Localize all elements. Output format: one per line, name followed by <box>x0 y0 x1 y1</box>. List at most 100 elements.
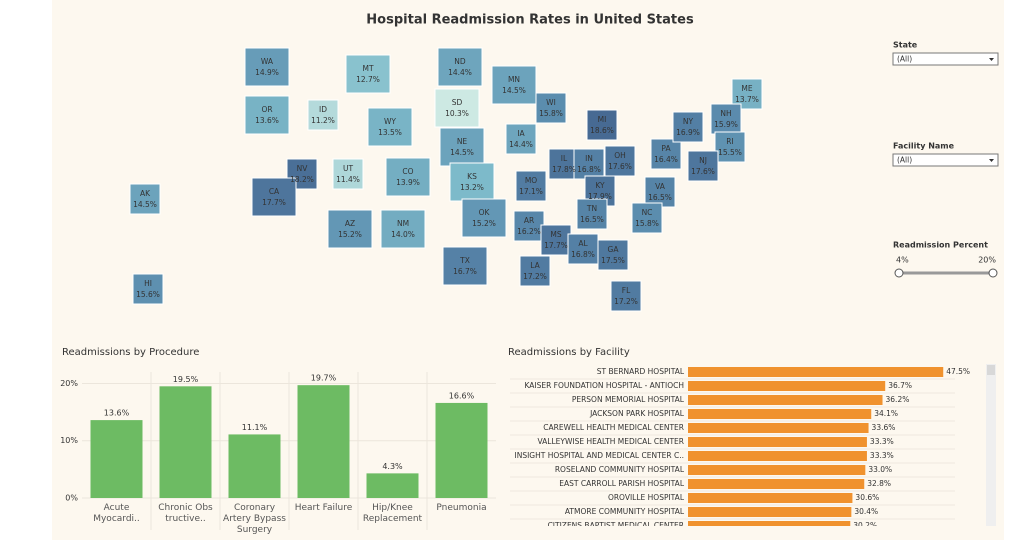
state[interactable] <box>491 65 537 105</box>
state[interactable] <box>644 176 676 208</box>
y-tick-label: ATMORE COMMUNITY HOSPITAL <box>565 507 685 516</box>
state-value: 13.5% <box>378 128 402 137</box>
state[interactable] <box>515 170 547 202</box>
state[interactable] <box>513 210 545 242</box>
state[interactable] <box>597 239 629 271</box>
state-name: ND <box>454 57 466 66</box>
bar <box>90 420 143 498</box>
state-name: TX <box>459 256 470 265</box>
bar-value-label: 33.0% <box>868 465 892 474</box>
state-name: NC <box>642 208 653 217</box>
state[interactable] <box>586 109 618 141</box>
state-value: 16.5% <box>580 215 604 224</box>
state-name: KS <box>467 172 477 181</box>
state-value: 14.5% <box>450 148 474 157</box>
state-name: MO <box>525 176 537 185</box>
state-name: FL <box>622 286 631 295</box>
state[interactable] <box>132 273 164 305</box>
bar <box>366 473 419 498</box>
y-tick-label: INSIGHT HOSPITAL AND MEDICAL CENTER C.. <box>515 451 684 460</box>
state[interactable] <box>631 202 663 234</box>
state[interactable] <box>439 127 485 167</box>
slider-handle[interactable] <box>988 268 998 278</box>
bar <box>688 507 852 517</box>
state[interactable] <box>535 92 567 124</box>
bar-value-label: 4.3% <box>382 462 403 471</box>
state-value: 16.5% <box>648 193 672 202</box>
state-value: 11.2% <box>311 116 335 125</box>
state[interactable] <box>540 224 572 256</box>
x-tick-label: Chronic Obs tructive.. <box>158 503 213 524</box>
state-name: NJ <box>699 156 707 165</box>
state[interactable] <box>519 255 551 287</box>
dropdown-arrow <box>989 159 994 162</box>
state[interactable] <box>251 177 297 217</box>
state-value: 17.2% <box>523 272 547 281</box>
dropdown[interactable] <box>892 52 999 66</box>
slider-min: 4% <box>896 256 909 265</box>
state[interactable] <box>687 150 719 182</box>
state-name: IA <box>517 129 525 138</box>
state-name: IN <box>585 154 593 163</box>
state-value: 15.2% <box>338 230 362 239</box>
scrollbar[interactable] <box>986 364 996 526</box>
bar-value-label: 13.6% <box>104 409 130 418</box>
bar <box>688 521 851 526</box>
state-value: 13.7% <box>735 95 759 104</box>
state[interactable] <box>380 209 426 249</box>
state-value: 16.2% <box>517 227 541 236</box>
state-value: 15.5% <box>718 148 742 157</box>
y-tick-label: ROSELAND COMMUNITY HOSPITAL <box>555 465 685 474</box>
bar <box>688 437 867 447</box>
state-value: 16.4% <box>654 155 678 164</box>
state-name: AZ <box>345 219 355 228</box>
state-value: 15.8% <box>539 109 563 118</box>
slider-handle[interactable] <box>894 268 904 278</box>
state[interactable] <box>129 183 161 215</box>
state[interactable] <box>327 209 373 249</box>
state[interactable] <box>244 47 290 87</box>
state-value: 17.7% <box>262 198 286 207</box>
state[interactable] <box>461 198 507 238</box>
state-name: ID <box>319 105 327 114</box>
bar-value-label: 33.3% <box>870 451 894 460</box>
state[interactable] <box>573 148 605 180</box>
state-name: NM <box>397 219 409 228</box>
state[interactable] <box>385 157 431 197</box>
state[interactable] <box>307 99 339 131</box>
scroll-thumb[interactable] <box>987 365 995 375</box>
state[interactable] <box>714 131 746 163</box>
state[interactable] <box>449 162 495 202</box>
state[interactable] <box>244 95 290 135</box>
state-name: LA <box>530 261 540 270</box>
x-tick-label: Coronary Artery Bypass Surgery <box>223 503 286 535</box>
state-name: MT <box>362 64 373 73</box>
state-name: NY <box>683 117 694 126</box>
dropdown[interactable] <box>892 153 999 167</box>
state[interactable] <box>505 123 537 155</box>
state[interactable] <box>604 145 636 177</box>
state[interactable] <box>576 198 608 230</box>
state[interactable] <box>367 107 413 147</box>
state[interactable] <box>345 54 391 94</box>
state[interactable] <box>437 47 483 87</box>
state-value: 12.7% <box>356 75 380 84</box>
state-value: 13.2% <box>460 183 484 192</box>
state-value: 11.4% <box>336 175 360 184</box>
state-name: NH <box>720 109 731 118</box>
state[interactable] <box>442 246 488 286</box>
state[interactable] <box>332 158 364 190</box>
chart-title: Readmissions by Procedure <box>62 347 199 358</box>
bar <box>688 479 865 489</box>
state[interactable] <box>672 111 704 143</box>
state[interactable] <box>650 138 682 170</box>
state-value: 13.6% <box>255 116 279 125</box>
bar <box>688 395 883 405</box>
state-value: 17.9% <box>588 192 612 201</box>
state[interactable] <box>434 88 480 128</box>
state[interactable] <box>610 280 642 312</box>
state-name: GA <box>608 245 620 254</box>
bar <box>688 465 866 475</box>
state-name: AR <box>524 216 534 225</box>
state-value: 14.0% <box>391 230 415 239</box>
